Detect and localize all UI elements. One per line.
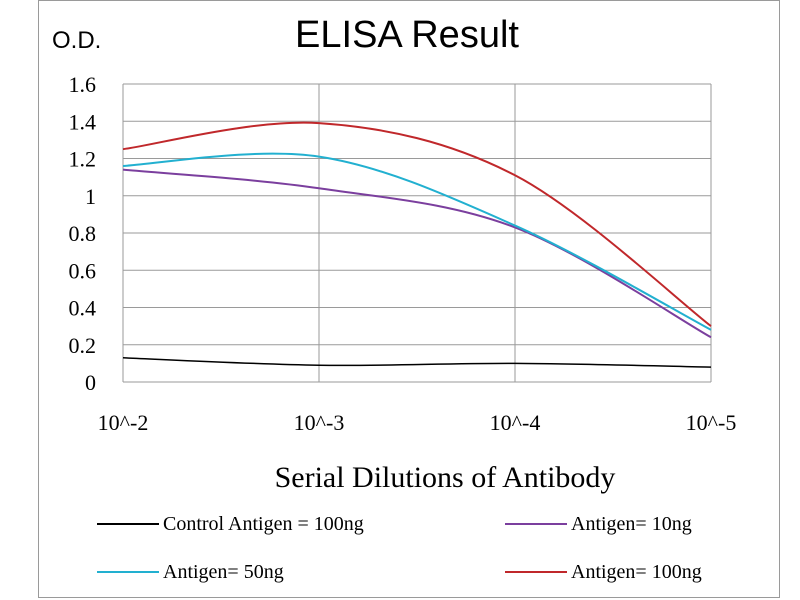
y-tick-label: 0	[85, 370, 96, 395]
x-tick-label: 10^-4	[490, 410, 541, 435]
y-tick-label: 0.2	[69, 333, 97, 358]
series-lines	[122, 121, 712, 368]
legend-label: Antigen= 50ng	[163, 561, 284, 583]
y-tick-labels: 0 0.2 0.4 0.6 0.8 1 1.2 1.4 1.6	[69, 72, 97, 395]
y-tick-label: 1.2	[69, 147, 97, 172]
x-tick-label: 10^-2	[98, 410, 149, 435]
y-tick-label: 1.4	[69, 109, 97, 134]
x-tick-labels: 10^-2 10^-3 10^-4 10^-5	[98, 410, 737, 435]
chart-title: ELISA Result	[295, 14, 519, 56]
series-line-4	[122, 121, 712, 327]
y-axis-label: O.D.	[52, 27, 101, 54]
series-line-2	[122, 168, 712, 339]
series-line-3	[122, 152, 712, 331]
y-tick-label: 0.8	[69, 221, 97, 246]
y-tick-label: 0.4	[69, 296, 97, 321]
y-tick-label: 0.6	[69, 258, 97, 283]
legend-label: Antigen= 100ng	[571, 561, 702, 583]
x-tick-label: 10^-5	[686, 410, 737, 435]
series-line-1	[122, 357, 712, 368]
y-tick-label: 1	[85, 184, 96, 209]
grid-lines	[122, 83, 712, 383]
x-tick-label: 10^-3	[294, 410, 345, 435]
legend: Control Antigen = 100ng Antigen= 10ng Anti…	[97, 513, 702, 583]
x-axis-label: Serial Dilutions of Antibody	[275, 461, 616, 494]
y-tick-label: 1.6	[69, 72, 97, 97]
legend-label: Antigen= 10ng	[571, 513, 692, 535]
legend-label: Control Antigen = 100ng	[163, 513, 364, 535]
